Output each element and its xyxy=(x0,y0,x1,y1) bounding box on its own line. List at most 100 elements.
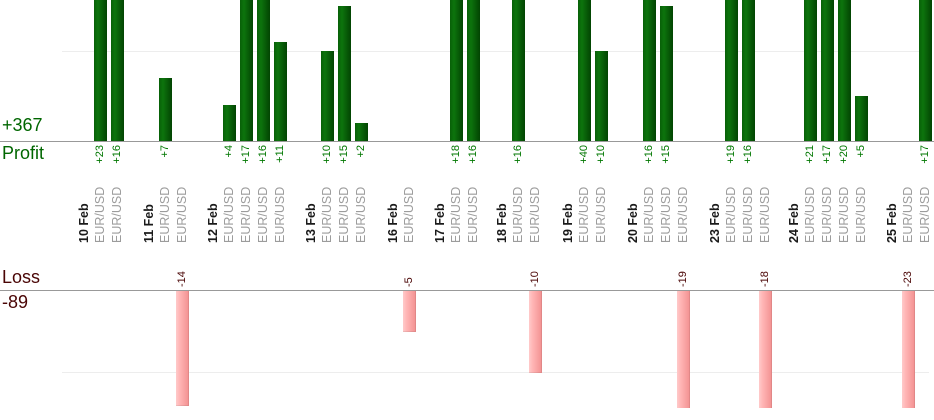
profit-bar xyxy=(240,0,253,141)
symbol-label: EUR/USD xyxy=(273,186,287,243)
profit-total: +367 xyxy=(2,115,43,135)
profit-bar xyxy=(919,0,932,141)
loss-plot xyxy=(0,291,934,408)
profit-bar xyxy=(355,123,368,141)
profit-value-label: +16 xyxy=(467,145,479,164)
date-label: 24 Feb xyxy=(787,203,801,243)
profit-value-label: +16 xyxy=(257,145,269,164)
loss-axis-line xyxy=(0,290,934,291)
profit-value-label: +20 xyxy=(838,145,850,164)
symbol-label: EUR/USD xyxy=(528,186,542,243)
loss-value-label: -10 xyxy=(529,271,541,287)
symbol-label: EUR/USD xyxy=(676,186,690,243)
symbol-label: EUR/USD xyxy=(854,186,868,243)
symbol-label: EUR/USD xyxy=(659,186,673,243)
profit-bar xyxy=(643,0,656,141)
symbol-label: EUR/USD xyxy=(256,186,270,243)
profit-value-label: +16 xyxy=(643,145,655,164)
profit-value-label: +7 xyxy=(159,145,171,158)
symbol-label: EUR/USD xyxy=(337,186,351,243)
profit-bar xyxy=(578,0,591,141)
profit-bar xyxy=(321,51,334,141)
profit-value-label: +40 xyxy=(578,145,590,164)
profit-bar xyxy=(821,0,834,141)
profit-bar xyxy=(742,0,755,141)
profit-bar xyxy=(159,78,172,141)
profit-value-label: +19 xyxy=(725,145,737,164)
profit-bar xyxy=(274,42,287,141)
loss-value-label: -18 xyxy=(759,271,771,287)
profit-gridline xyxy=(62,51,929,52)
profit-bar xyxy=(512,0,525,141)
symbol-label: EUR/USD xyxy=(402,186,416,243)
date-label: 13 Feb xyxy=(304,203,318,243)
profit-value-label: +5 xyxy=(855,145,867,158)
symbol-label: EUR/USD xyxy=(724,186,738,243)
symbol-label: EUR/USD xyxy=(354,186,368,243)
date-label: 19 Feb xyxy=(561,203,575,243)
symbol-label: EUR/USD xyxy=(642,186,656,243)
loss-value-label: -19 xyxy=(677,271,689,287)
profit-bar xyxy=(94,0,107,141)
symbol-label: EUR/USD xyxy=(320,186,334,243)
symbol-label: EUR/USD xyxy=(758,186,772,243)
profit-value-label: +16 xyxy=(512,145,524,164)
date-label: 23 Feb xyxy=(708,203,722,243)
profit-value-label: +17 xyxy=(240,145,252,164)
date-label: 18 Feb xyxy=(495,203,509,243)
profit-bar xyxy=(855,96,868,141)
profit-bar xyxy=(467,0,480,141)
date-label: 25 Feb xyxy=(885,203,899,243)
profit-bar xyxy=(660,6,673,141)
profit-value-label: +16 xyxy=(742,145,754,164)
profit-value-label: +21 xyxy=(804,145,816,164)
loss-bar xyxy=(759,291,772,408)
symbol-label: EUR/USD xyxy=(93,186,107,243)
loss-bar xyxy=(529,291,542,373)
date-label: 11 Feb xyxy=(142,204,156,243)
profit-value-label: +18 xyxy=(450,145,462,164)
profit-value-label: +16 xyxy=(111,145,123,164)
loss-bar xyxy=(677,291,690,408)
loss-value-label: -23 xyxy=(902,271,914,287)
profit-value-label: +15 xyxy=(660,145,672,164)
loss-bar xyxy=(902,291,915,408)
symbol-label: EUR/USD xyxy=(901,186,915,243)
profit-value-label: +23 xyxy=(94,145,106,164)
date-label: 16 Feb xyxy=(386,203,400,243)
profit-bar xyxy=(838,0,851,141)
symbol-label: EUR/USD xyxy=(837,186,851,243)
symbol-label: EUR/USD xyxy=(741,186,755,243)
profit-bar xyxy=(595,51,608,141)
symbol-label: EUR/USD xyxy=(466,186,480,243)
loss-axis-title: Loss xyxy=(2,267,41,287)
loss-bar xyxy=(176,291,189,406)
symbol-label: EUR/USD xyxy=(820,186,834,243)
symbol-label: EUR/USD xyxy=(110,186,124,243)
profit-plot xyxy=(0,0,934,141)
profit-value-label: +17 xyxy=(821,145,833,164)
profit-value-label: +10 xyxy=(321,145,333,164)
profit-bar xyxy=(338,6,351,141)
symbol-label: EUR/USD xyxy=(594,186,608,243)
profit-axis-title: Profit xyxy=(2,143,45,163)
profit-bar xyxy=(223,105,236,141)
symbol-label: EUR/USD xyxy=(577,186,591,243)
profit-bar xyxy=(450,0,463,141)
symbol-label: EUR/USD xyxy=(803,186,817,243)
profit-bar xyxy=(725,0,738,141)
symbol-label: EUR/USD xyxy=(449,186,463,243)
loss-gridline xyxy=(62,372,929,373)
date-label: 10 Feb xyxy=(77,203,91,243)
loss-value-label: -14 xyxy=(176,271,188,287)
profit-bar xyxy=(257,0,270,141)
profit-value-label: +4 xyxy=(223,145,235,158)
symbol-label: EUR/USD xyxy=(239,186,253,243)
date-label: 12 Feb xyxy=(206,203,220,243)
loss-value-label: -5 xyxy=(403,277,415,287)
profit-value-label: +17 xyxy=(919,145,931,164)
date-label: 20 Feb xyxy=(626,203,640,243)
profit-bar xyxy=(804,0,817,141)
symbol-label: EUR/USD xyxy=(918,186,932,243)
